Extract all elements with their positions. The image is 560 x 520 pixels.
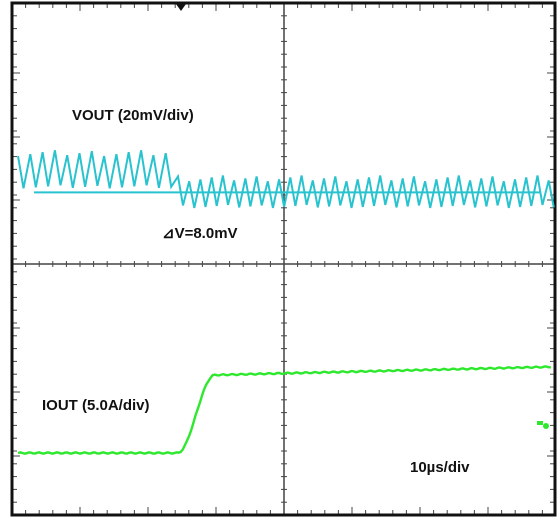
iout-channel-marker (537, 421, 549, 429)
delta-v-value: V=8.0mV (175, 225, 238, 242)
vout-label: VOUT (20mV/div) (72, 107, 194, 124)
screen-border (10, 1, 557, 517)
delta-icon: ⊿ (162, 225, 175, 242)
timebase-label: 10µs/div (410, 459, 470, 476)
delta-v-label: ⊿V=8.0mV (162, 225, 238, 242)
trigger-marker (176, 4, 186, 11)
iout-trace (17, 365, 551, 455)
iout-label: IOUT (5.0A/div) (42, 397, 150, 414)
vout-trace (17, 150, 555, 209)
